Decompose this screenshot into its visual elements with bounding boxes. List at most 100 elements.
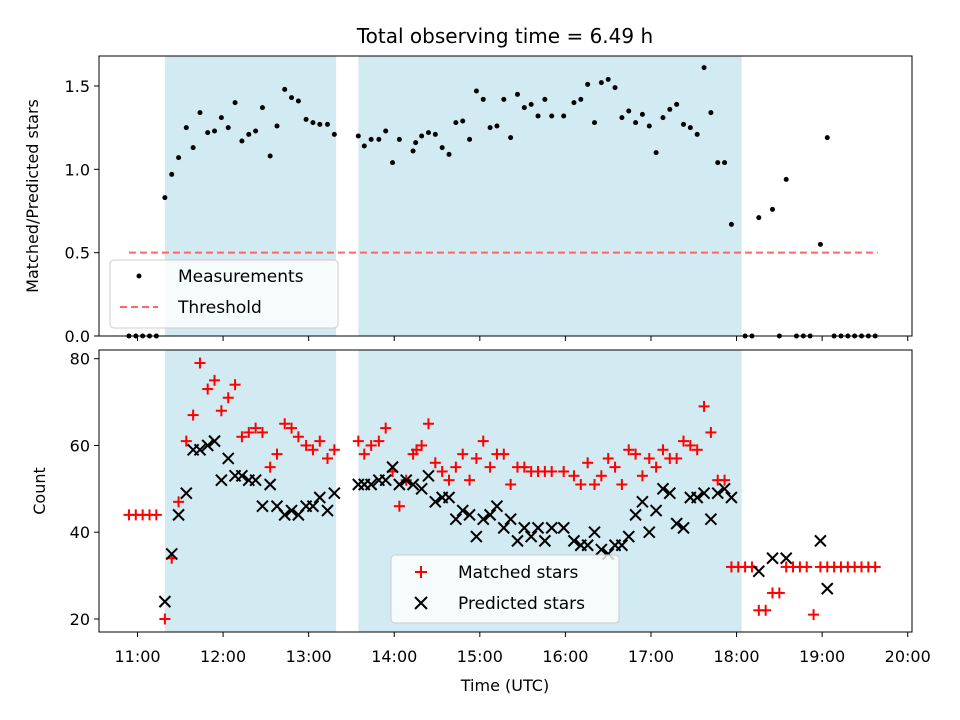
predicted-star-point [588,526,601,539]
matched-star-point [470,452,482,464]
measurement-point [598,80,604,86]
matched-star-point [869,561,881,573]
measurement-point [232,100,238,106]
measurement-point [824,135,830,141]
matched-star-point [650,461,662,473]
matched-star-point [801,561,813,573]
predicted-star-point [415,482,428,496]
predicted-star-point [456,504,469,517]
measurement-point [259,105,265,111]
matched-star-point [609,461,621,473]
predicted-star-point [393,478,406,491]
predicted-star-point [649,504,663,517]
predicted-star-point [595,543,608,556]
matched-star-point [194,357,206,369]
measurement-point [542,96,548,102]
predicted-star-point [531,521,545,535]
measurement-point [205,130,211,136]
matched-star-point [773,587,785,599]
count-panel: 20 40 60 80 11:00 12:00 13:00 14:00 15:00 16:00 1… [30,349,931,695]
predicted-star-point [463,508,476,522]
matched-star-point [393,500,405,512]
measurement-point [494,123,500,129]
measurement-point [674,101,680,107]
predicted-star-point [422,469,435,483]
predicted-star-point [490,499,504,513]
x-tick-label: 12:00 [200,647,246,666]
predicted-star-point [567,534,581,548]
matched-star-point [636,470,648,482]
matched-star-point [808,609,820,621]
predicted-star-point [406,478,420,491]
predicted-star-point [278,508,291,522]
measurement-point [383,128,389,134]
legend-predicted-label: Predicted stars [458,594,585,614]
predicted-star-point [511,534,524,548]
predicted-star-point [581,539,594,552]
predicted-star-point [256,499,269,513]
matched-star-point [436,465,448,477]
ratio-y-axis-label: Matched/Predicted stars [23,99,42,293]
predicted-star-point [497,521,510,535]
measurement-point [487,125,493,131]
predicted-star-point [677,521,690,535]
measurement-point [480,96,486,102]
matched-star-point [292,431,304,443]
x-tick-label: 17:00 [628,647,674,666]
predicted-star-point [364,478,378,491]
measurement-point [317,121,323,127]
measurement-point [585,81,591,87]
matched-star-point [464,474,476,486]
predicted-star-point [545,521,558,535]
matched-star-point [286,422,298,434]
predicted-star-point [306,499,320,513]
matched-star-point [575,478,587,490]
measurement-point [390,160,396,166]
matched-star-point [678,435,690,447]
matched-star-point [568,470,580,482]
ratio-panel-frame [98,55,913,337]
measurement-point [722,160,728,166]
legend-measurements-label: Measurements [178,267,304,287]
matched-star-point [328,444,340,456]
matched-star-point [684,439,696,451]
measurement-point [368,136,374,142]
matched-star-point [595,470,607,482]
predicted-star-point [670,517,683,530]
measurement-point [190,145,196,151]
x-tick-label: 18:00 [714,647,760,666]
predicted-star-point [622,530,635,543]
measurement-point [410,148,416,154]
predicted-star-point [718,482,731,496]
predicted-star-point [172,508,185,522]
matched-star-point [705,426,717,438]
matched-star-point [300,439,312,451]
matched-star-point [457,448,469,460]
measurement-point [425,130,431,136]
measurement-point [376,136,382,142]
measurement-point [396,136,402,142]
ratio-y-tick-label: 0.5 [65,244,90,263]
matched-star-point [691,444,703,456]
measurement-point [413,140,419,146]
matched-star-point [373,435,385,447]
predicted-star-point [615,539,629,552]
matched-star-point [602,452,614,464]
matched-star-point [518,461,530,473]
measurement-point [501,96,507,102]
measurement-point [660,115,666,121]
measurement-point [467,136,473,142]
measurement-point [419,133,425,139]
predicted-star-point [477,512,490,526]
predicted-star-point [165,547,178,561]
measurement-point [460,118,466,124]
chart-title: Total observing time = 6.49 h [356,24,653,48]
measurement-point [687,125,693,131]
count-y-tick-label: 20 [70,610,90,629]
predicted-star-point [386,460,399,474]
predicted-star-point [704,512,718,526]
predicted-star-point [697,486,711,500]
matched-star-point [243,426,255,438]
measurement-point [653,150,659,156]
ratio-y-tick-label: 0.0 [65,327,90,346]
